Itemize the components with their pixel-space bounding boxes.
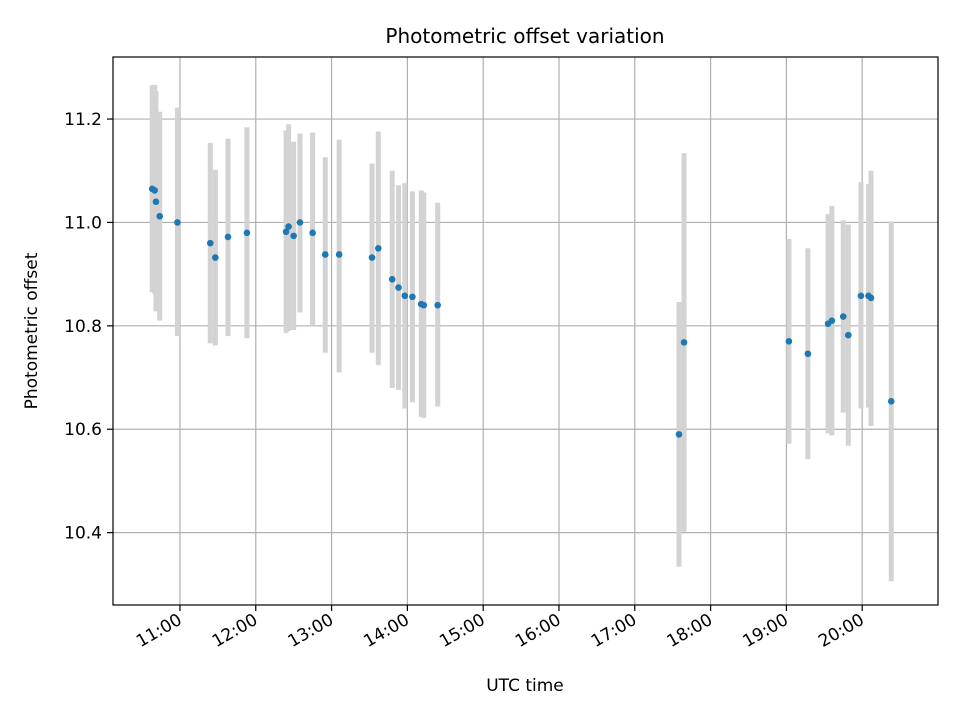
data-point: [887, 398, 895, 405]
plot-area-frame: [112, 56, 939, 606]
data-point: [828, 317, 836, 324]
data-point: [844, 331, 852, 339]
data-point: [680, 339, 688, 346]
y-tick-label: 10.6: [64, 420, 102, 440]
data-point: [285, 223, 292, 230]
data-point: [243, 229, 251, 237]
data-point: [309, 229, 316, 237]
data-point: [675, 431, 683, 438]
data-point: [335, 251, 343, 258]
y-tick-label: 11.2: [64, 110, 102, 130]
y-axis-label: Photometric offset: [22, 252, 42, 409]
data-point: [151, 187, 158, 194]
grid-lines: [113, 57, 938, 605]
data-point: [434, 301, 441, 309]
data-point: [388, 276, 396, 283]
data-point: [409, 293, 416, 301]
y-tick-label: 10.4: [64, 524, 102, 544]
y-axis-ticks: 10.4 10.6 10.8 11.0 11.2: [64, 110, 113, 544]
data-point: [152, 198, 160, 206]
data-point: [224, 233, 232, 241]
data-point: [174, 219, 181, 226]
data-point: [857, 292, 865, 300]
data-point: [375, 244, 382, 252]
data-point: [282, 228, 290, 236]
chart-title: Photometric offset variation: [385, 24, 664, 48]
data-point: [321, 251, 329, 258]
data-point: [420, 301, 428, 309]
data-point: [212, 254, 219, 261]
y-tick-label: 10.8: [64, 317, 102, 337]
data-point: [206, 239, 214, 247]
data-point: [867, 294, 875, 302]
data-point: [296, 219, 304, 226]
data-point: [839, 313, 847, 320]
data-point: [804, 350, 812, 358]
data-point: [368, 254, 376, 261]
data-point: [401, 292, 409, 300]
y-tick-label: 11.0: [64, 213, 102, 233]
data-point: [156, 212, 164, 220]
data-points: [148, 185, 895, 438]
x-axis-label: UTC time: [486, 676, 564, 696]
data-point: [290, 232, 297, 240]
data-point: [395, 284, 402, 291]
data-point: [785, 338, 793, 345]
